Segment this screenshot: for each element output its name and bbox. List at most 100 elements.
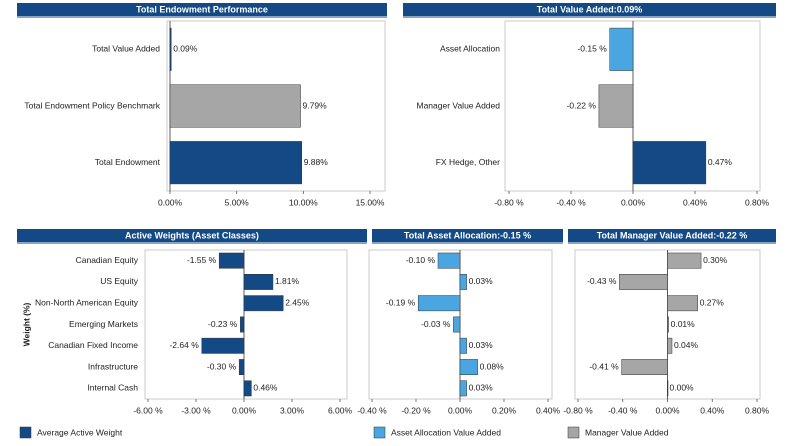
panel-header <box>568 229 776 242</box>
legend-label: Average Active Weight <box>37 427 123 437</box>
bar <box>459 274 467 290</box>
value-label: 2.45% <box>285 297 310 307</box>
category-label: Canadian Fixed Income <box>48 340 138 350</box>
x-tick-label: 0.00% <box>232 405 257 415</box>
bar <box>459 359 478 375</box>
bar <box>667 252 702 269</box>
bar <box>459 337 467 354</box>
plot-frame <box>368 249 553 400</box>
category-label: FX Hedge, Other <box>436 157 500 167</box>
bar <box>437 252 461 269</box>
x-tick-label: 6.00% <box>328 405 353 415</box>
value-label: -0.43 % <box>587 276 617 286</box>
x-tick-label: 0.00% <box>621 197 646 207</box>
value-label: 9.88% <box>304 157 329 167</box>
value-label: -1.55 % <box>187 255 217 265</box>
value-label: 0.03% <box>469 340 494 350</box>
bar <box>598 84 634 128</box>
x-tick-label: -3.00 % <box>181 405 211 415</box>
bar <box>667 337 673 354</box>
x-tick-label: -0.40 % <box>556 197 586 207</box>
bar <box>459 380 467 397</box>
bar <box>453 316 461 333</box>
panel-title: Active Weights (Asset Classes) <box>125 230 259 240</box>
bar <box>240 316 245 333</box>
plot-frame <box>166 20 386 192</box>
category-label: Emerging Markets <box>69 319 138 329</box>
value-label: -0.15 % <box>577 44 607 54</box>
bar <box>619 274 668 290</box>
x-tick-label: -0.80 % <box>563 405 593 415</box>
x-tick-label: 0.40% <box>700 405 725 415</box>
x-tick-label: -0.40 % <box>357 405 387 415</box>
value-label: 0.03% <box>469 383 494 393</box>
category-label: Internal Cash <box>87 383 138 393</box>
bar <box>667 380 669 397</box>
panel-title: Total Asset Allocation:-0.15 % <box>404 230 531 240</box>
x-tick-label: 0.80% <box>745 197 770 207</box>
value-label: -0.22 % <box>567 100 597 110</box>
x-tick-label: 5.00% <box>225 197 250 207</box>
panel-title: Total Manager Value Added:-0.22 % <box>597 230 748 240</box>
bar <box>667 316 669 333</box>
value-label: 0.30% <box>703 255 728 265</box>
value-label: 0.27% <box>700 297 725 307</box>
x-tick-label: -0.20 % <box>401 405 431 415</box>
bar <box>201 337 245 354</box>
value-label: 0.47% <box>708 157 733 167</box>
panel-title: Total Endowment Performance <box>136 4 268 14</box>
bar <box>243 295 284 312</box>
value-label: -0.03 % <box>421 319 451 329</box>
value-label: 0.03% <box>469 276 494 286</box>
value-label: 1.81% <box>275 276 300 286</box>
value-label: 0.00% <box>670 383 695 393</box>
x-tick-label: 15.00% <box>356 197 385 207</box>
x-tick-label: -0.40 % <box>608 405 638 415</box>
x-tick-label: 0.00% <box>448 405 473 415</box>
category-label: Total Endowment <box>95 157 161 167</box>
category-label: US Equity <box>100 276 139 286</box>
y-axis-label: Weight (%) <box>21 302 31 346</box>
plot-frame <box>144 249 348 400</box>
bar <box>169 27 172 71</box>
bar <box>243 274 274 290</box>
x-tick-label: 0.00% <box>655 405 680 415</box>
x-tick-label: 0.00% <box>158 197 183 207</box>
value-label: 9.79% <box>303 100 328 110</box>
category-label: Non-North American Equity <box>35 297 139 307</box>
bar <box>632 141 707 185</box>
value-label: 0.09% <box>173 44 198 54</box>
bar <box>169 84 301 128</box>
bar <box>621 359 668 375</box>
bar <box>243 380 252 397</box>
panel-header <box>403 3 776 16</box>
category-label: Infrastructure <box>88 361 138 371</box>
x-tick-label: 3.00% <box>280 405 305 415</box>
x-tick-label: 0.40% <box>536 405 561 415</box>
x-tick-label: -6.00 % <box>133 405 163 415</box>
value-label: 0.46% <box>253 383 278 393</box>
legend-swatch <box>19 426 32 439</box>
value-label: -2.64 % <box>169 340 199 350</box>
value-label: -0.10 % <box>406 255 436 265</box>
value-label: -0.30 % <box>207 361 237 371</box>
bar <box>609 27 634 71</box>
plot-frame <box>504 20 761 192</box>
x-tick-label: 0.80% <box>745 405 770 415</box>
category-label: Manager Value Added <box>417 100 501 110</box>
category-label: Total Endowment Policy Benchmark <box>24 100 160 110</box>
value-label: 0.01% <box>671 319 696 329</box>
value-label: -0.41 % <box>589 361 619 371</box>
bar <box>667 295 698 312</box>
value-label: -0.23 % <box>208 319 238 329</box>
category-label: Canadian Equity <box>76 255 139 265</box>
category-label: Total Value Added <box>92 44 160 54</box>
value-label: -0.19 % <box>386 297 416 307</box>
legend-label: Manager Value Added <box>585 427 669 437</box>
x-tick-label: 0.20% <box>492 405 517 415</box>
bar <box>169 141 302 185</box>
value-label: 0.08% <box>480 361 505 371</box>
x-tick-label: -0.80 % <box>494 197 524 207</box>
category-label: Asset Allocation <box>440 44 500 54</box>
